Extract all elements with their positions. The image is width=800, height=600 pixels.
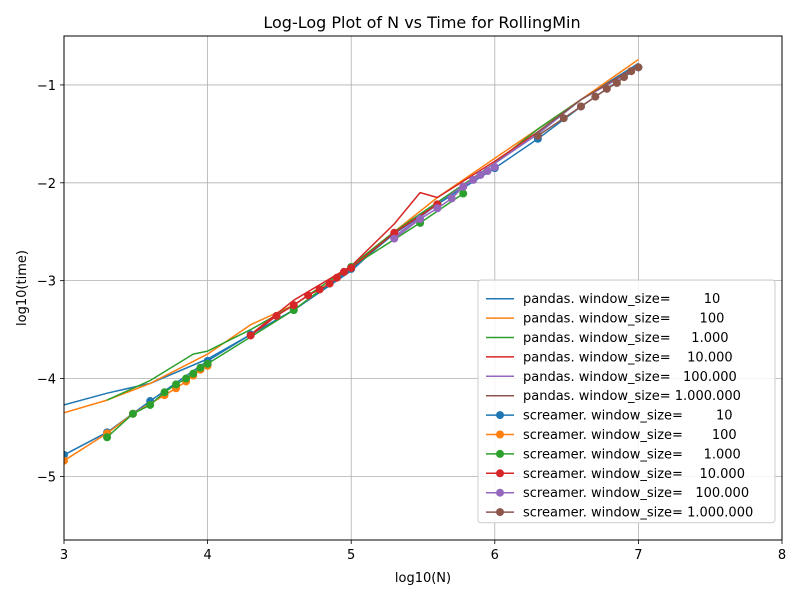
legend-label: pandas. window_size= 1.000	[523, 331, 729, 346]
data-point	[128, 409, 137, 418]
data-point	[182, 374, 191, 383]
data-point	[146, 400, 155, 409]
data-point	[64, 456, 68, 465]
series-screamer-11	[533, 63, 643, 140]
data-point	[591, 92, 600, 101]
data-point	[576, 102, 585, 111]
y-tick-label: −5	[37, 470, 56, 485]
data-point	[627, 67, 636, 76]
legend-marker	[496, 508, 504, 517]
series-line	[106, 192, 464, 438]
data-point	[602, 84, 611, 93]
legend-marker	[496, 430, 504, 439]
chart-title: Log-Log Plot of N vs Time for RollingMin	[263, 13, 580, 32]
legend-label: screamer. window_size= 100.000	[523, 486, 749, 501]
data-point	[620, 73, 629, 82]
data-point	[332, 273, 341, 282]
data-point	[416, 215, 425, 224]
y-axis-label: log10(time)	[15, 250, 30, 326]
x-tick-label: 4	[203, 548, 211, 563]
legend-label: pandas. window_size= 100.000	[523, 370, 737, 385]
data-point	[315, 285, 324, 294]
data-point	[490, 163, 499, 172]
data-point	[103, 433, 112, 442]
y-ticks: −5 −4 −3 −2 −1	[37, 79, 64, 485]
data-point	[459, 189, 468, 198]
legend: pandas. window_size= 10 pandas. window_si…	[477, 279, 776, 524]
x-axis-label: log10(N)	[395, 571, 451, 586]
legend-label: screamer. window_size= 10	[523, 409, 733, 424]
y-tick-label: −1	[37, 79, 56, 94]
y-tick-label: −4	[37, 373, 56, 388]
data-point	[347, 263, 356, 272]
x-tick-label: 8	[778, 548, 786, 563]
data-point	[459, 182, 468, 191]
legend-label: screamer. window_size= 100	[523, 428, 737, 443]
data-point	[340, 267, 349, 276]
legend-box	[477, 279, 776, 524]
legend-label: screamer. window_size= 1.000	[523, 447, 741, 462]
data-point	[483, 167, 492, 176]
y-tick-label: −3	[37, 275, 56, 290]
series-screamer-10	[390, 163, 499, 243]
legend-label: screamer. window_size= 1.000.000	[523, 506, 753, 521]
y-tick-label: −2	[37, 177, 56, 192]
data-point	[325, 279, 334, 288]
plot-area	[64, 58, 643, 465]
data-point	[172, 380, 181, 389]
series-pandas-5	[537, 64, 639, 133]
legend-marker	[496, 449, 504, 458]
data-point	[559, 114, 568, 123]
x-ticks: 3 4 5 6 7 8	[60, 540, 786, 563]
legend-label: pandas. window_size= 100	[523, 312, 724, 327]
legend-label: pandas. window_size= 10.000	[523, 350, 733, 365]
x-tick-label: 6	[491, 548, 499, 563]
data-point	[390, 234, 399, 243]
data-point	[304, 291, 313, 300]
series-screamer-9	[246, 200, 442, 340]
legend-marker	[496, 411, 504, 420]
data-point	[196, 363, 205, 372]
data-point	[476, 170, 485, 179]
data-point	[533, 131, 542, 140]
x-tick-label: 3	[60, 548, 68, 563]
data-point	[160, 388, 169, 397]
legend-label: pandas. window_size= 10	[523, 292, 720, 307]
data-point	[469, 175, 478, 184]
series-layer	[64, 58, 643, 465]
legend-marker	[496, 488, 504, 497]
data-point	[272, 311, 281, 320]
data-point	[289, 301, 298, 310]
data-point	[612, 78, 621, 87]
x-tick-label: 7	[634, 548, 642, 563]
legend-label: screamer. window_size= 10.000	[523, 467, 745, 482]
data-point	[433, 204, 442, 213]
legend-label: pandas. window_size= 1.000.000	[523, 389, 741, 404]
series-screamer-8	[103, 189, 468, 442]
data-point	[447, 194, 456, 203]
data-point	[203, 359, 212, 368]
legend-marker	[496, 469, 504, 478]
data-point	[246, 331, 255, 340]
x-tick-label: 5	[347, 548, 355, 563]
data-point	[189, 369, 198, 378]
data-point	[390, 228, 399, 237]
data-point	[634, 63, 643, 72]
series-line	[537, 64, 639, 133]
plot-frame	[63, 35, 783, 541]
